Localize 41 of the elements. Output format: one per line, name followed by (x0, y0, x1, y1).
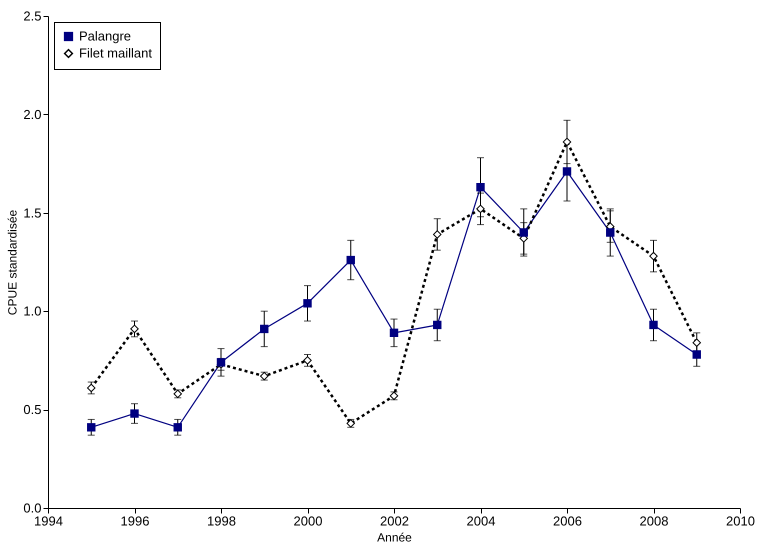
y-axis-title: CPUE standardisée (5, 209, 20, 316)
point (303, 356, 312, 365)
point (390, 328, 398, 338)
point (346, 256, 355, 264)
point (130, 324, 139, 334)
x-tick-label: 1998 (207, 514, 236, 528)
x-tick-label: 2002 (380, 514, 409, 528)
point (87, 423, 96, 432)
y-tick-label: 0.5 (23, 402, 42, 418)
x-tick-label: 2008 (640, 514, 668, 528)
point (649, 252, 658, 260)
point (433, 230, 442, 239)
point (303, 299, 312, 308)
point (649, 320, 658, 330)
point (433, 320, 442, 330)
point (562, 167, 572, 176)
x-tick-label: 2000 (294, 514, 322, 528)
point (606, 228, 614, 237)
point (174, 423, 182, 432)
point (562, 138, 572, 146)
point (692, 338, 701, 347)
x-tick-label: 2006 (553, 514, 582, 528)
x-axis-title: Année (377, 530, 412, 544)
x-tick-label: 1996 (120, 514, 150, 528)
point (520, 228, 528, 237)
point (260, 324, 268, 334)
y-tick-label: 1.0 (23, 304, 42, 319)
y-tick-label: 2.5 (23, 8, 42, 24)
legend-label: Filet maillant (79, 46, 152, 60)
x-tick-label: 2004 (466, 514, 496, 528)
x-tick-label: 2010 (726, 514, 755, 528)
point (692, 350, 701, 359)
point (476, 183, 485, 192)
point (87, 384, 96, 392)
y-tick-label: 2.0 (23, 106, 42, 122)
y-tick-label: 0.0 (23, 500, 42, 516)
legend-label: Palangre (79, 28, 132, 44)
x-tick-label: 1994 (34, 514, 63, 528)
y-tick-label: 1.5 (23, 205, 42, 220)
point (476, 204, 485, 214)
point (130, 409, 139, 418)
